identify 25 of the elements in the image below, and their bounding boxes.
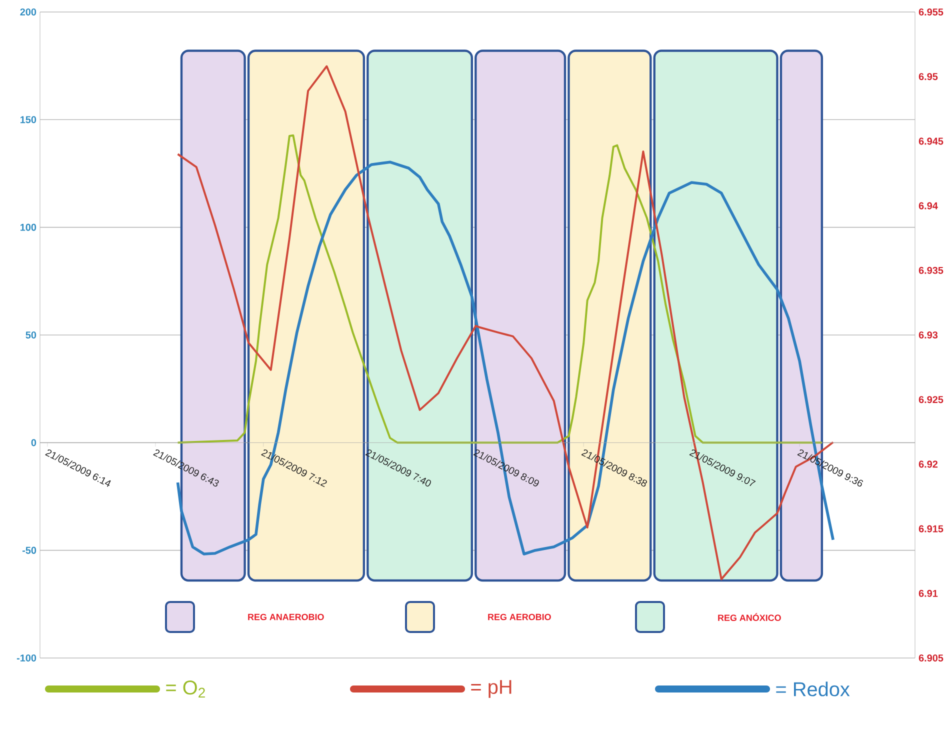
text: = pH bbox=[471, 680, 512, 698]
y2-tick-label: 6.925 bbox=[918, 396, 944, 404]
y2-tick-label: 6.915 bbox=[918, 525, 944, 532]
y2-tick-label: 6.92 bbox=[918, 460, 938, 468]
y2-tick-label: 6.905 bbox=[918, 654, 944, 662]
y-tick-label: 0 bbox=[31, 439, 36, 446]
y2-tick-label: 6.955 bbox=[918, 8, 944, 16]
y2-tick-label: 6.93 bbox=[918, 331, 938, 339]
y2-tick-label: 6.91 bbox=[918, 590, 938, 597]
y2-tick-label: 6.935 bbox=[918, 266, 944, 274]
y-tick-label: 150 bbox=[20, 116, 36, 124]
y-tick-label: 200 bbox=[20, 8, 36, 16]
text: = Redox bbox=[776, 682, 850, 696]
y2-tick-label: 6.95 bbox=[918, 73, 938, 80]
y-tick-label: -50 bbox=[22, 546, 36, 554]
y2-tick-label: 6.945 bbox=[918, 138, 944, 145]
y2-tick-label: 6.94 bbox=[918, 202, 938, 210]
annotation: REG ANÓXICO bbox=[718, 612, 781, 622]
line-series bbox=[176, 134, 823, 444]
y-tick-label: 100 bbox=[20, 224, 36, 231]
annotation: REG AEROBIO bbox=[488, 614, 551, 620]
text: = O$_{2}$ bbox=[166, 680, 205, 698]
annotation: REG ANAEROBIO bbox=[248, 614, 324, 620]
y-tick-label: -100 bbox=[16, 654, 36, 662]
y-tick-label: 50 bbox=[26, 331, 36, 339]
